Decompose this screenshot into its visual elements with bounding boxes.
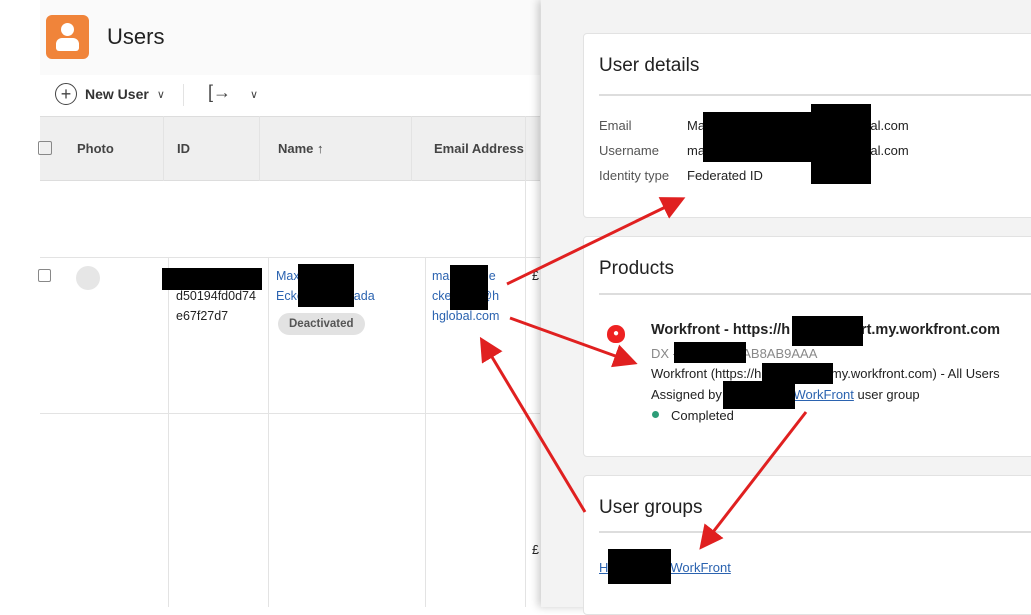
column-email[interactable]: Email Address bbox=[434, 141, 524, 156]
avatar bbox=[76, 266, 100, 290]
page-header bbox=[40, 0, 540, 75]
user-groups-title: User groups bbox=[599, 497, 703, 518]
user-group-link[interactable]: H WorkFront bbox=[599, 560, 731, 575]
identity-type-value: Federated ID bbox=[687, 168, 763, 183]
assigned-group-link[interactable]: WorkFront bbox=[793, 387, 854, 402]
status-badge: Deactivated bbox=[278, 313, 365, 335]
plus-circle-icon: + bbox=[55, 83, 77, 105]
product-name[interactable]: Workfront - https://h ort.my.workfront.co… bbox=[651, 322, 1001, 338]
chevron-down-icon: ∨ bbox=[250, 89, 259, 101]
user-icon bbox=[46, 15, 89, 59]
products-card bbox=[583, 236, 1031, 457]
user-id: d50194fd0d74 e67f27d7 bbox=[176, 289, 256, 323]
chevron-down-icon: ∨ bbox=[156, 88, 165, 101]
arrow bbox=[479, 336, 587, 513]
table-header bbox=[40, 116, 540, 181]
workfront-product-icon: ● bbox=[607, 325, 625, 343]
user-details-title: User details bbox=[599, 55, 700, 76]
column-id[interactable]: ID bbox=[177, 141, 190, 156]
new-user-button[interactable]: + New User ∨ bbox=[55, 83, 165, 105]
arrow bbox=[699, 411, 808, 550]
select-all-checkbox[interactable] bbox=[38, 141, 52, 155]
column-photo[interactable]: Photo bbox=[77, 141, 114, 156]
export-button[interactable]: [→ ∨ bbox=[208, 82, 258, 103]
products-title: Products bbox=[599, 258, 674, 279]
row-checkbox[interactable] bbox=[38, 269, 51, 282]
column-name[interactable]: Name ↑ bbox=[278, 141, 324, 156]
user-name-link[interactable]: Max Ecke ada bbox=[276, 269, 375, 303]
export-icon: [→ bbox=[208, 82, 232, 102]
arrow bbox=[509, 316, 638, 368]
arrow bbox=[506, 197, 686, 286]
user-groups-card bbox=[583, 475, 1031, 615]
page-title: Users bbox=[107, 24, 165, 49]
divider bbox=[183, 84, 184, 106]
status-dot-icon bbox=[652, 411, 659, 418]
